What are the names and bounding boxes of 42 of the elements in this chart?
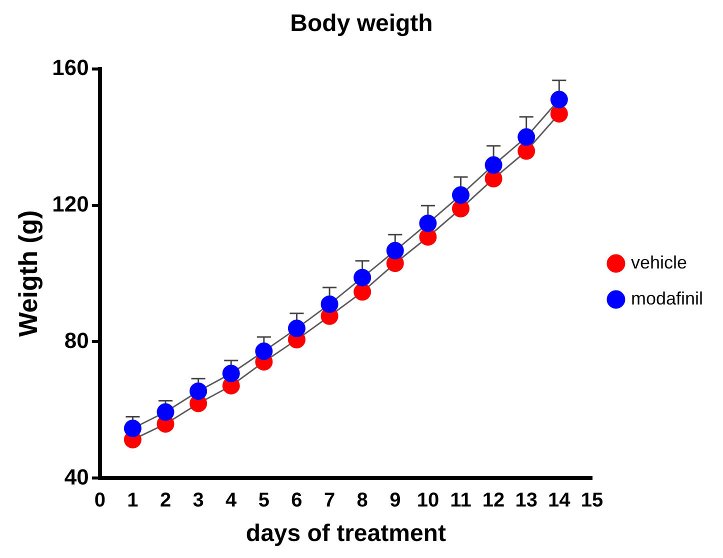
x-tick-label: 2	[160, 490, 172, 512]
x-axis-title: days of treatment	[246, 520, 446, 548]
chart-title: Body weigth	[290, 10, 433, 38]
point	[550, 105, 568, 123]
x-tick-label: 4	[226, 490, 238, 512]
legend-label: modafinil	[630, 288, 704, 308]
x-tick-label: 11	[450, 490, 472, 512]
x-tick-label: 1	[127, 490, 138, 512]
y-tick-label: 160	[52, 54, 89, 80]
point	[255, 342, 273, 360]
x-tick-label: 15	[580, 490, 604, 512]
point	[550, 90, 568, 108]
point	[354, 283, 372, 301]
legend-label: vehicle	[630, 252, 687, 272]
point	[156, 403, 174, 421]
point	[354, 268, 372, 286]
point	[484, 156, 502, 174]
point	[190, 382, 208, 400]
y-tick-label: 120	[52, 191, 89, 216]
x-tick-label: 12	[482, 490, 505, 512]
x-tick-label: 3	[192, 490, 204, 512]
point	[222, 364, 240, 382]
x-tick-label: 14	[548, 490, 572, 512]
x-tick-label: 6	[291, 490, 302, 512]
point	[386, 242, 404, 260]
point	[518, 128, 536, 146]
x-tick-label: 7	[324, 490, 336, 512]
x-tick-label: 0	[94, 490, 106, 512]
y-tick-label: 80	[64, 328, 89, 353]
point	[124, 420, 142, 438]
x-tick-label: 5	[258, 490, 270, 512]
y-tick-label: 40	[64, 464, 89, 490]
point	[518, 142, 536, 160]
point	[419, 214, 437, 232]
x-tick-label: 10	[416, 490, 440, 512]
point	[320, 295, 338, 313]
y-axis-title: Weigth (g)	[12, 210, 43, 337]
point	[452, 186, 470, 204]
x-tick-label: 13	[515, 490, 538, 512]
x-tick-label: 8	[356, 490, 368, 512]
x-tick-label: 9	[390, 490, 401, 512]
point	[288, 320, 306, 338]
